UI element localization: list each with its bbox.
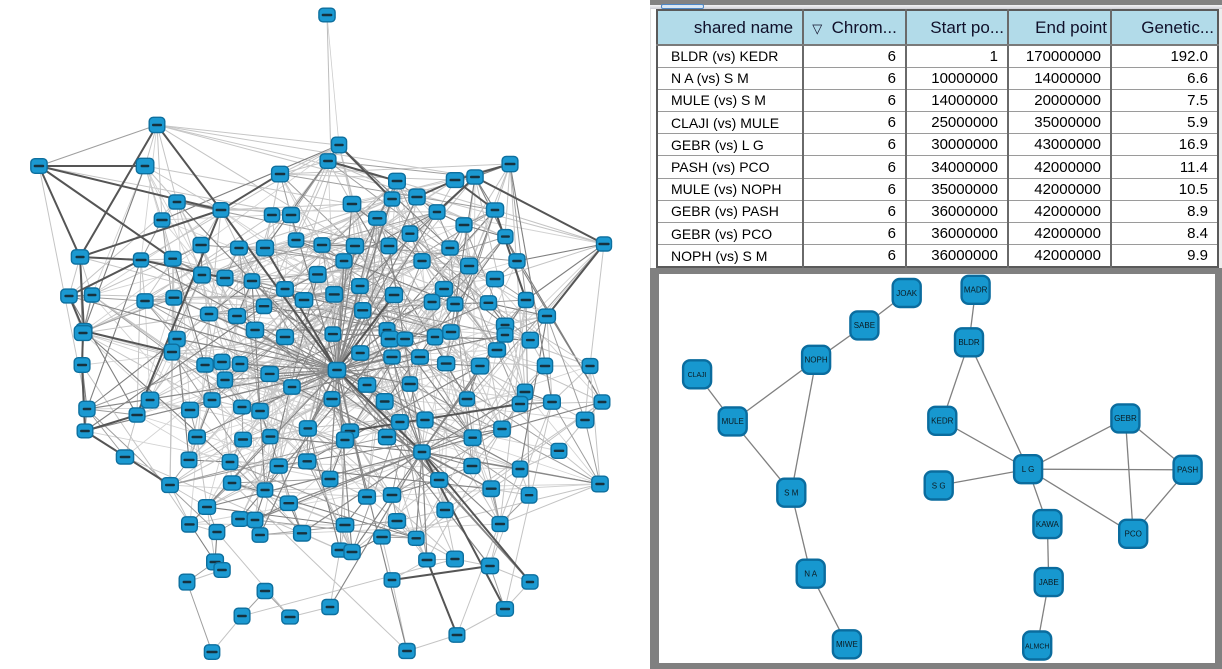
svg-text:BLDR: BLDR <box>958 338 980 347</box>
svg-text:JOAK: JOAK <box>896 289 918 298</box>
svg-text:CLAJI: CLAJI <box>688 372 707 379</box>
svg-text:KAWA: KAWA <box>1036 520 1060 529</box>
svg-text:KEDR: KEDR <box>931 417 953 426</box>
svg-text:JABE: JABE <box>1039 578 1059 587</box>
svg-text:PASH: PASH <box>1177 466 1198 475</box>
svg-text:PCO: PCO <box>1125 530 1142 539</box>
svg-text:NOPH: NOPH <box>805 356 828 365</box>
svg-text:SABE: SABE <box>854 321 875 330</box>
svg-text:S M: S M <box>784 489 799 498</box>
svg-text:ALMCH: ALMCH <box>1025 643 1050 650</box>
svg-text:S G: S G <box>932 481 946 490</box>
svg-text:MADR: MADR <box>964 286 988 295</box>
svg-text:MULE: MULE <box>722 417 744 426</box>
svg-text:GEBR: GEBR <box>1114 414 1137 423</box>
svg-text:L G: L G <box>1022 465 1035 474</box>
svg-text:N A: N A <box>804 570 818 579</box>
svg-text:MIWE: MIWE <box>836 640 858 649</box>
